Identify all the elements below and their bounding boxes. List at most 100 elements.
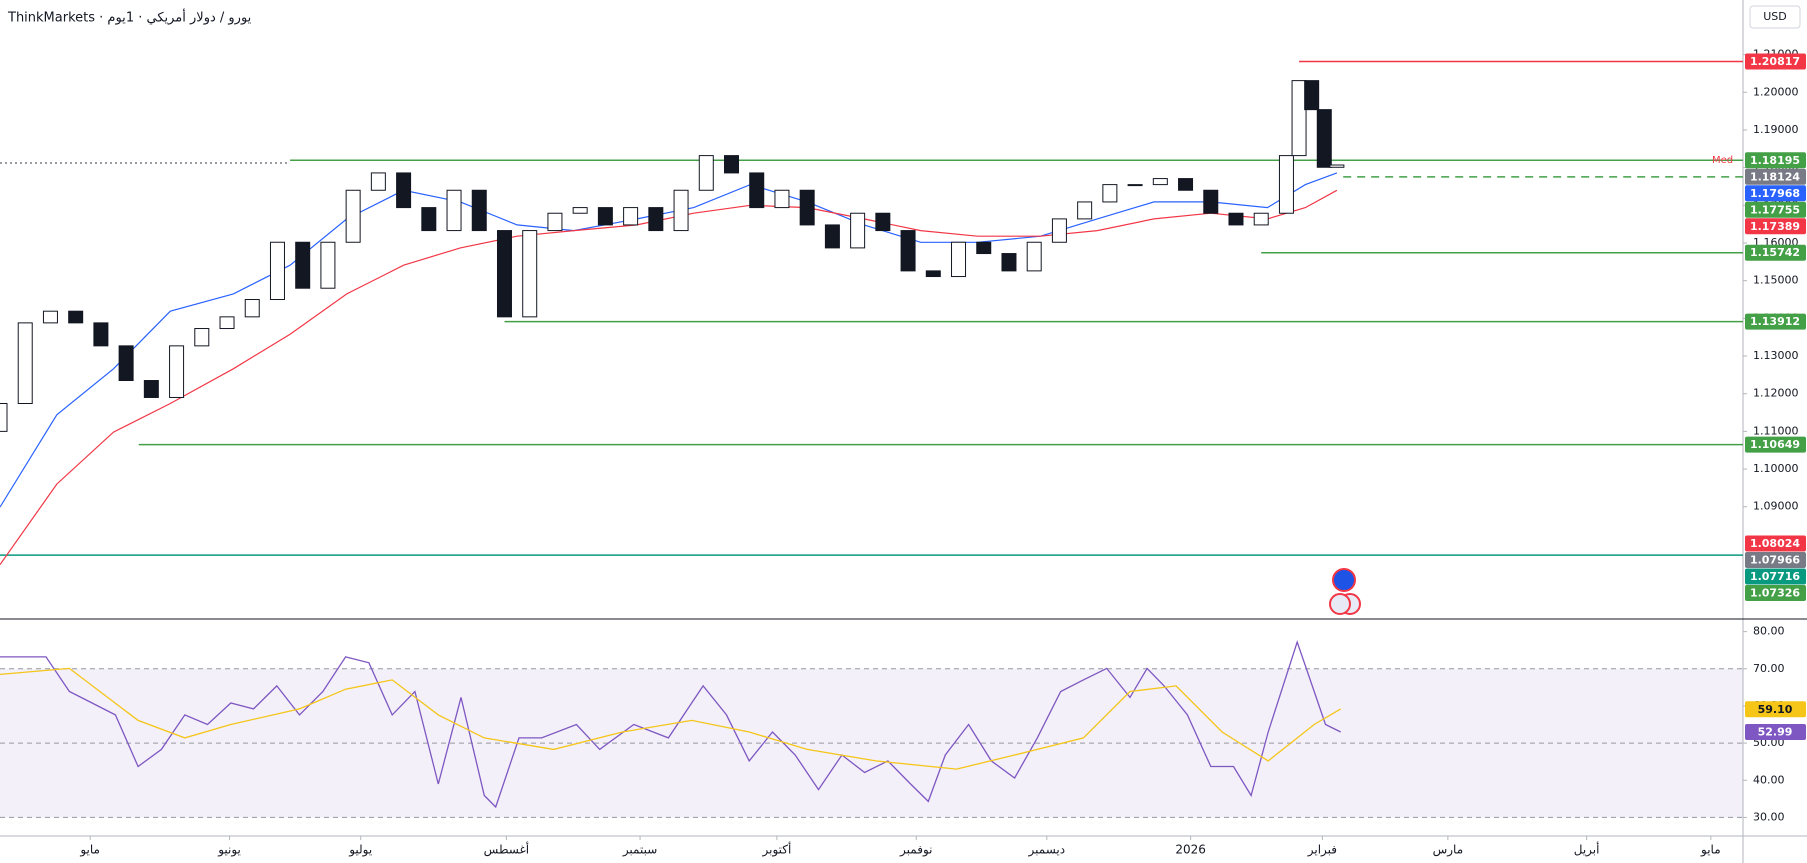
price-badge	[1745, 53, 1806, 70]
candle	[698, 155, 714, 191]
candle	[1304, 80, 1320, 111]
y-tick-label: 80.00	[1753, 625, 1785, 638]
candle	[1316, 109, 1332, 168]
price-badge-label: 1.17755	[1750, 203, 1800, 216]
y-tick-label: 1.20000	[1753, 85, 1799, 98]
event-icons[interactable]	[1329, 568, 1361, 615]
candle	[219, 316, 235, 330]
x-tick-label: ديسمبر	[1028, 843, 1066, 858]
price-badge-label: 1.18195	[1750, 154, 1800, 167]
x-tick-label: أكتوبر	[761, 842, 791, 858]
price-badge	[1745, 584, 1806, 601]
price-badge-label: 1.17968	[1750, 187, 1800, 200]
price-badge-label: 1.07326	[1750, 586, 1800, 599]
candle	[623, 207, 639, 226]
y-tick-label: 1.19000	[1753, 123, 1799, 136]
candle	[925, 270, 941, 278]
x-tick-label: أبريل	[1574, 842, 1600, 858]
x-tick-label: 2026	[1175, 843, 1206, 857]
candle	[1077, 201, 1093, 220]
y-tick-label: 70.00	[1753, 662, 1785, 675]
candle	[370, 172, 386, 191]
x-tick-label: أغسطس	[484, 842, 529, 858]
event-icon[interactable]	[1332, 568, 1356, 592]
candle	[496, 230, 512, 318]
candle	[1178, 178, 1194, 191]
x-tick-label: مايو	[1700, 843, 1721, 858]
candle	[345, 189, 361, 243]
candle	[799, 189, 815, 226]
candle	[1051, 218, 1067, 243]
candle	[1278, 155, 1294, 214]
candle	[749, 172, 765, 209]
chart-title: ThinkMarkets · يورو / دولار أمريكي · 1يو…	[7, 9, 252, 26]
candle	[875, 212, 891, 232]
candle	[1228, 212, 1244, 226]
candle	[774, 189, 790, 209]
candle	[1329, 164, 1345, 168]
event-icon[interactable]	[1329, 593, 1351, 615]
candle	[269, 241, 285, 301]
y-tick-label: 1.09000	[1753, 500, 1799, 513]
candle	[900, 230, 916, 272]
price-badge	[1745, 185, 1806, 202]
y-tick-label: 40.00	[1753, 773, 1785, 786]
candle	[118, 345, 134, 382]
candle	[1127, 184, 1143, 187]
x-tick-label: مارس	[1433, 843, 1464, 858]
y-tick-label: 1.15000	[1753, 274, 1799, 287]
candle	[572, 207, 588, 214]
candle	[850, 212, 866, 249]
price-badge	[1745, 201, 1806, 218]
candle	[0, 402, 8, 432]
price-badge-label: 1.07716	[1750, 570, 1800, 583]
price-badge	[1745, 551, 1806, 568]
x-tick-label: مايو	[79, 843, 100, 858]
candle	[143, 380, 159, 398]
candle	[673, 189, 689, 232]
candle	[396, 172, 412, 209]
currency[interactable]: USD	[1763, 10, 1787, 23]
candle	[547, 212, 563, 232]
rsi-line	[0, 639, 1341, 809]
candle	[824, 224, 840, 249]
candle	[724, 155, 740, 174]
price-badge	[1745, 723, 1806, 740]
candle	[597, 207, 613, 226]
candle	[42, 310, 58, 324]
currency-box[interactable]	[1749, 5, 1801, 29]
price-badge	[1745, 152, 1806, 169]
candle	[17, 322, 33, 404]
price-badge	[1745, 436, 1806, 453]
price-badge	[1745, 701, 1806, 718]
price-badge	[1745, 313, 1806, 330]
price-badge-label: 59.10	[1758, 703, 1793, 716]
candle	[68, 310, 84, 324]
candle	[194, 328, 210, 347]
x-tick-label: نوفمبر	[899, 843, 932, 858]
moving-average	[0, 189, 1338, 566]
candle	[421, 207, 437, 232]
candle	[951, 241, 967, 278]
candle	[320, 241, 336, 289]
price-badge-label: 1.08024	[1750, 537, 1800, 550]
candle	[1291, 80, 1307, 157]
candle	[1152, 178, 1168, 186]
price-badge-label: 1.07966	[1750, 553, 1800, 566]
annotation: Med	[1712, 155, 1733, 166]
price-badge	[1745, 244, 1806, 261]
price-badge-label: 1.17389	[1750, 220, 1800, 233]
y-tick-label: 1.13000	[1753, 349, 1799, 362]
price-badge	[1745, 168, 1806, 185]
candle	[648, 207, 664, 232]
price-badge-label: 1.10649	[1750, 438, 1800, 451]
y-tick-label: 1.12000	[1753, 387, 1799, 400]
candle	[244, 299, 260, 318]
price-badge-label: 1.13912	[1750, 315, 1800, 328]
moving-average	[0, 172, 1338, 508]
price-badge-label: 52.99	[1758, 725, 1793, 738]
candle	[1253, 212, 1269, 226]
candle	[1026, 241, 1042, 272]
